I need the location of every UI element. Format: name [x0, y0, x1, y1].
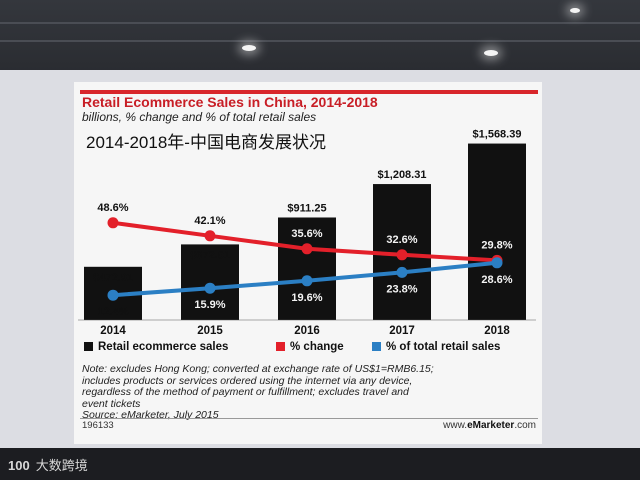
note-line: regardless of the method of payment or f… — [82, 386, 409, 398]
change-value-label: 29.8% — [481, 239, 512, 251]
change-point — [396, 249, 408, 261]
note-line: Note: excludes Hong Kong; converted at e… — [82, 363, 434, 375]
share-point — [301, 275, 313, 287]
share-point — [491, 257, 503, 269]
share-value-label: 28.6% — [481, 274, 512, 286]
legend-item-sales: Retail ecommerce sales — [84, 341, 228, 355]
change-value-label: 42.1% — [194, 215, 225, 227]
change-value-label: 32.6% — [386, 234, 417, 246]
change-point — [107, 217, 119, 229]
share-point — [107, 289, 119, 301]
title-rule — [80, 90, 538, 94]
ceiling-light — [484, 50, 498, 56]
x-tick-label: 2015 — [197, 325, 223, 337]
watermark-logo: 100 — [8, 458, 30, 473]
bar — [468, 143, 526, 320]
brand-suffix: .com — [514, 420, 536, 431]
chart-title: Retail Ecommerce Sales in China, 2014-20… — [82, 94, 378, 110]
bar-value-label: $1,208.31 — [378, 169, 427, 181]
change-point — [204, 230, 216, 242]
brand-url: www.eMarketer.com — [443, 420, 536, 431]
ceiling-truss — [0, 22, 640, 24]
change-value-label: 48.6% — [97, 202, 128, 214]
watermark-text: 大数跨境 — [35, 458, 88, 473]
change-point — [301, 243, 313, 255]
ceiling-light — [242, 45, 256, 51]
share-value-label: 19.6% — [291, 292, 322, 304]
stage-floor — [0, 448, 640, 480]
x-tick-label: 2018 — [484, 325, 510, 337]
chart-note: Note: excludes Hong Kong; converted at e… — [82, 363, 532, 422]
bar — [181, 244, 239, 320]
ceiling — [0, 0, 640, 72]
brand-name: eMarketer — [467, 420, 515, 431]
legend-label: % change — [290, 341, 344, 353]
share-value-label: 23.8% — [386, 283, 417, 295]
watermark: 100 大数跨境 — [8, 455, 88, 474]
legend-swatch — [276, 342, 285, 351]
share-point — [396, 266, 408, 278]
legend-label: Retail ecommerce sales — [98, 341, 229, 353]
x-tick-label: 2014 — [100, 325, 126, 337]
note-line: includes products or services ordered us… — [82, 374, 413, 387]
chart-code: 196133 — [82, 420, 114, 431]
source-line: Source: eMarketer, July 2015 — [82, 409, 219, 421]
legend-swatch — [372, 342, 381, 351]
x-tick-label: 2017 — [389, 325, 415, 337]
bar-value-label: $1,568.39 — [473, 129, 522, 141]
legend-label: % of total retail sales — [386, 341, 501, 353]
legend-swatch — [84, 342, 93, 351]
x-tick-label: 2016 — [294, 325, 320, 337]
brand-prefix: www. — [443, 420, 468, 431]
bar-value-label: $911.25 — [287, 202, 326, 214]
bar-value-label: $672.01 — [190, 249, 230, 261]
share-value-label: 12.4% — [97, 306, 128, 318]
chart-subtitle: billions, % change and % of total retail… — [82, 110, 317, 124]
share-value-label: 15.9% — [194, 299, 225, 311]
legend-item-share: % of total retail sales — [372, 341, 500, 355]
change-value-label: 35.6% — [291, 228, 322, 240]
ceiling-light — [570, 8, 580, 13]
note-line: event tickets — [82, 397, 141, 410]
legend-item-change: % change — [276, 341, 344, 355]
bar-value-label: $472.91 — [93, 272, 133, 284]
overlay-title: 2014-2018年-中国电商发展状况 — [86, 133, 326, 152]
ceiling-truss — [0, 40, 640, 42]
footer-rule — [80, 418, 538, 419]
bar — [278, 217, 336, 320]
share-point — [204, 282, 216, 294]
